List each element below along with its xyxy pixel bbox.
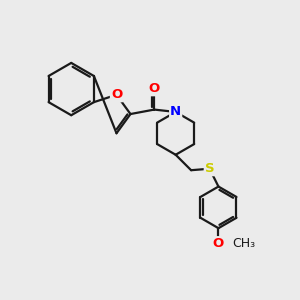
Text: O: O [213, 237, 224, 250]
Text: CH₃: CH₃ [232, 237, 255, 250]
Text: S: S [205, 162, 214, 175]
Text: N: N [170, 106, 181, 118]
Text: O: O [148, 82, 160, 95]
Text: O: O [111, 88, 122, 101]
